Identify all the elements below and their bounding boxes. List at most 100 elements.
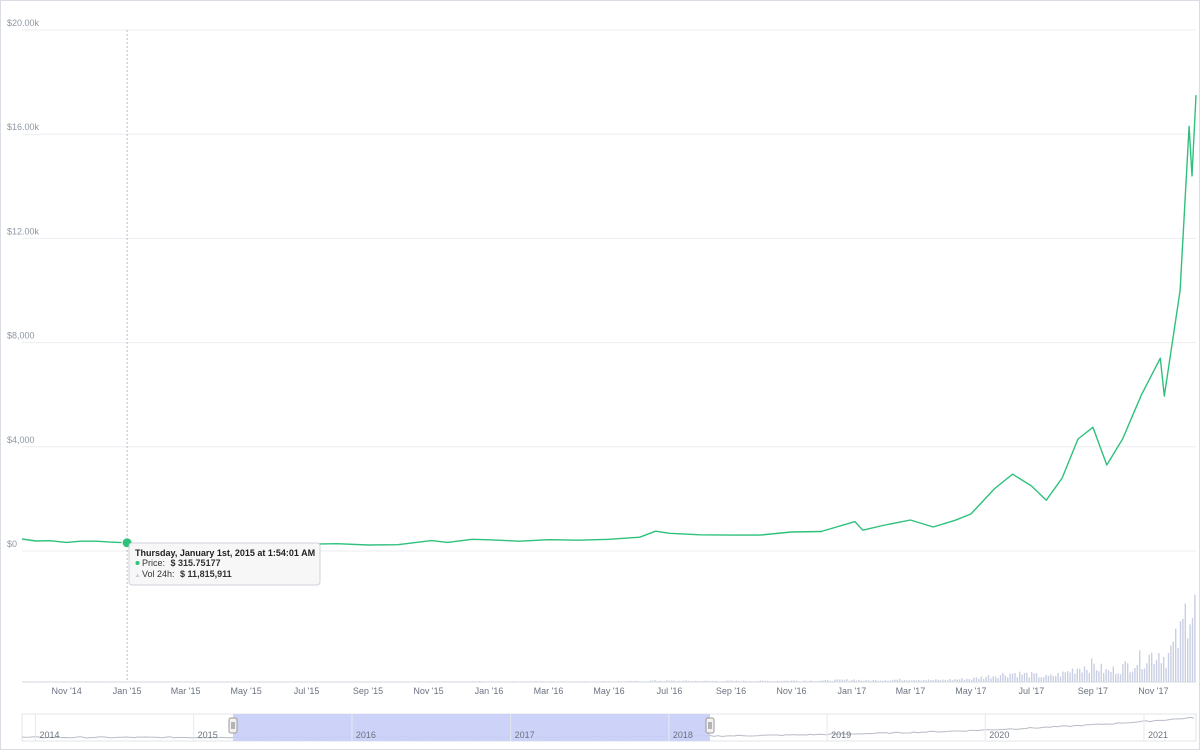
volume-bar (990, 678, 992, 682)
volume-bar (1103, 672, 1105, 682)
tooltip-box (128, 542, 321, 586)
y-tick-label: $16.00k (7, 122, 40, 132)
volume-bar (882, 680, 884, 682)
x-tick-label: Nov '14 (52, 686, 82, 696)
volume-bar (1175, 628, 1177, 682)
volume-bar (896, 679, 898, 682)
x-tick-label: Sep '15 (353, 686, 383, 696)
volume-bar (980, 676, 982, 682)
volume-bar (1074, 673, 1076, 682)
volume-bar (863, 680, 865, 682)
volume-bar (759, 680, 762, 682)
volume-bar (1124, 661, 1126, 682)
volume-bar (1040, 677, 1042, 682)
volume-bar (668, 680, 670, 682)
y-tick-label: $4,000 (7, 435, 35, 445)
volume-bar (865, 679, 867, 682)
volume-bar (949, 679, 951, 682)
volume-bar (875, 679, 877, 682)
volume-bar (1189, 624, 1191, 682)
volume-bar (995, 676, 997, 682)
volume-bar (911, 680, 913, 682)
volume-bar (1050, 674, 1052, 682)
volume-bar (884, 680, 886, 682)
volume-bar (860, 680, 862, 682)
volume-bar (858, 679, 860, 682)
navigator[interactable]: 2014 2015 2016 2017 2018 2019 2020 2021 (21, 713, 1197, 742)
navigator-year-label: 2016 (356, 730, 376, 740)
volume-bar (1033, 673, 1035, 682)
volume-bar (1136, 665, 1138, 682)
volume-bar (947, 680, 949, 682)
volume-bar (1151, 652, 1153, 682)
navigator-year-label: 2018 (673, 730, 693, 740)
volume-bar (687, 680, 690, 682)
volume-bar (1146, 663, 1148, 682)
volume-bar (673, 680, 675, 682)
volume-bar (661, 680, 663, 682)
volume-bar (685, 680, 687, 682)
volume-bar (1153, 663, 1155, 682)
volume-bar (1019, 671, 1021, 682)
volume-bar (999, 675, 1002, 682)
volume-bar (1177, 647, 1179, 682)
volume-bar (879, 680, 882, 682)
navigator-handle-right[interactable] (705, 717, 715, 734)
tooltip-date: Thursday, January 1st, 2015 at 1:54:01 A… (135, 548, 315, 558)
tooltip-volume-label: Vol 24h: (142, 569, 175, 579)
navigator-year-label: 2020 (989, 730, 1009, 740)
x-tick-label: Jan '17 (838, 686, 867, 696)
volume-bar (889, 680, 891, 682)
volume-bar (1119, 674, 1122, 682)
volume-bar (1002, 672, 1004, 682)
x-tick-label: May '16 (593, 686, 624, 696)
volume-bar (918, 680, 920, 682)
volume-bar (954, 679, 956, 682)
volume-bar (822, 680, 824, 682)
volume-bar (1179, 621, 1182, 682)
volume-bar (1091, 658, 1093, 682)
volume-bar (1105, 668, 1107, 682)
volume-bar (1139, 650, 1141, 682)
volume-bar (678, 680, 680, 682)
volume-bar (695, 680, 697, 682)
volume-bar (762, 680, 764, 682)
navigator-year-label: 2021 (1148, 730, 1168, 740)
x-tick-label: Nov '16 (776, 686, 806, 696)
volume-bar (649, 680, 651, 682)
volume-bar (978, 678, 980, 682)
grid-lines (22, 29, 1196, 552)
volume-bar (776, 680, 778, 682)
volume-bar (1021, 674, 1023, 682)
volume-bar (968, 679, 970, 682)
volume-bar (1004, 675, 1006, 682)
volume-bar (920, 680, 922, 682)
tooltip-volume-row: Vol 24h: $ 11,815,911 (142, 569, 232, 579)
volume-bar (654, 680, 656, 682)
volume-bar (923, 680, 925, 682)
volume-bar (1043, 677, 1045, 682)
volume-bar (709, 680, 711, 682)
volume-bar (894, 679, 896, 682)
volume-bar (795, 680, 798, 682)
volume-bar (1127, 663, 1129, 682)
volume-bar (1182, 618, 1184, 682)
x-tick-label: Jul '15 (294, 686, 320, 696)
volume-bar (961, 678, 963, 682)
volume-bar (731, 680, 733, 682)
navigator-year-label: 2015 (198, 730, 218, 740)
volume-bar (1088, 673, 1090, 682)
volume-bar (803, 680, 805, 682)
volume-bar (848, 680, 850, 682)
navigator-handle-left[interactable] (228, 717, 238, 734)
volume-bar (1134, 668, 1136, 682)
volume-bar (1052, 676, 1054, 682)
y-tick-label: $20.00k (7, 18, 40, 28)
navigator-selection[interactable] (233, 714, 710, 741)
volume-bar (1047, 675, 1050, 682)
volume-bar (1014, 672, 1016, 682)
y-axis-labels: $0 $4,000 $8,000 $12.00k $16.00k $20.00k (7, 18, 40, 549)
